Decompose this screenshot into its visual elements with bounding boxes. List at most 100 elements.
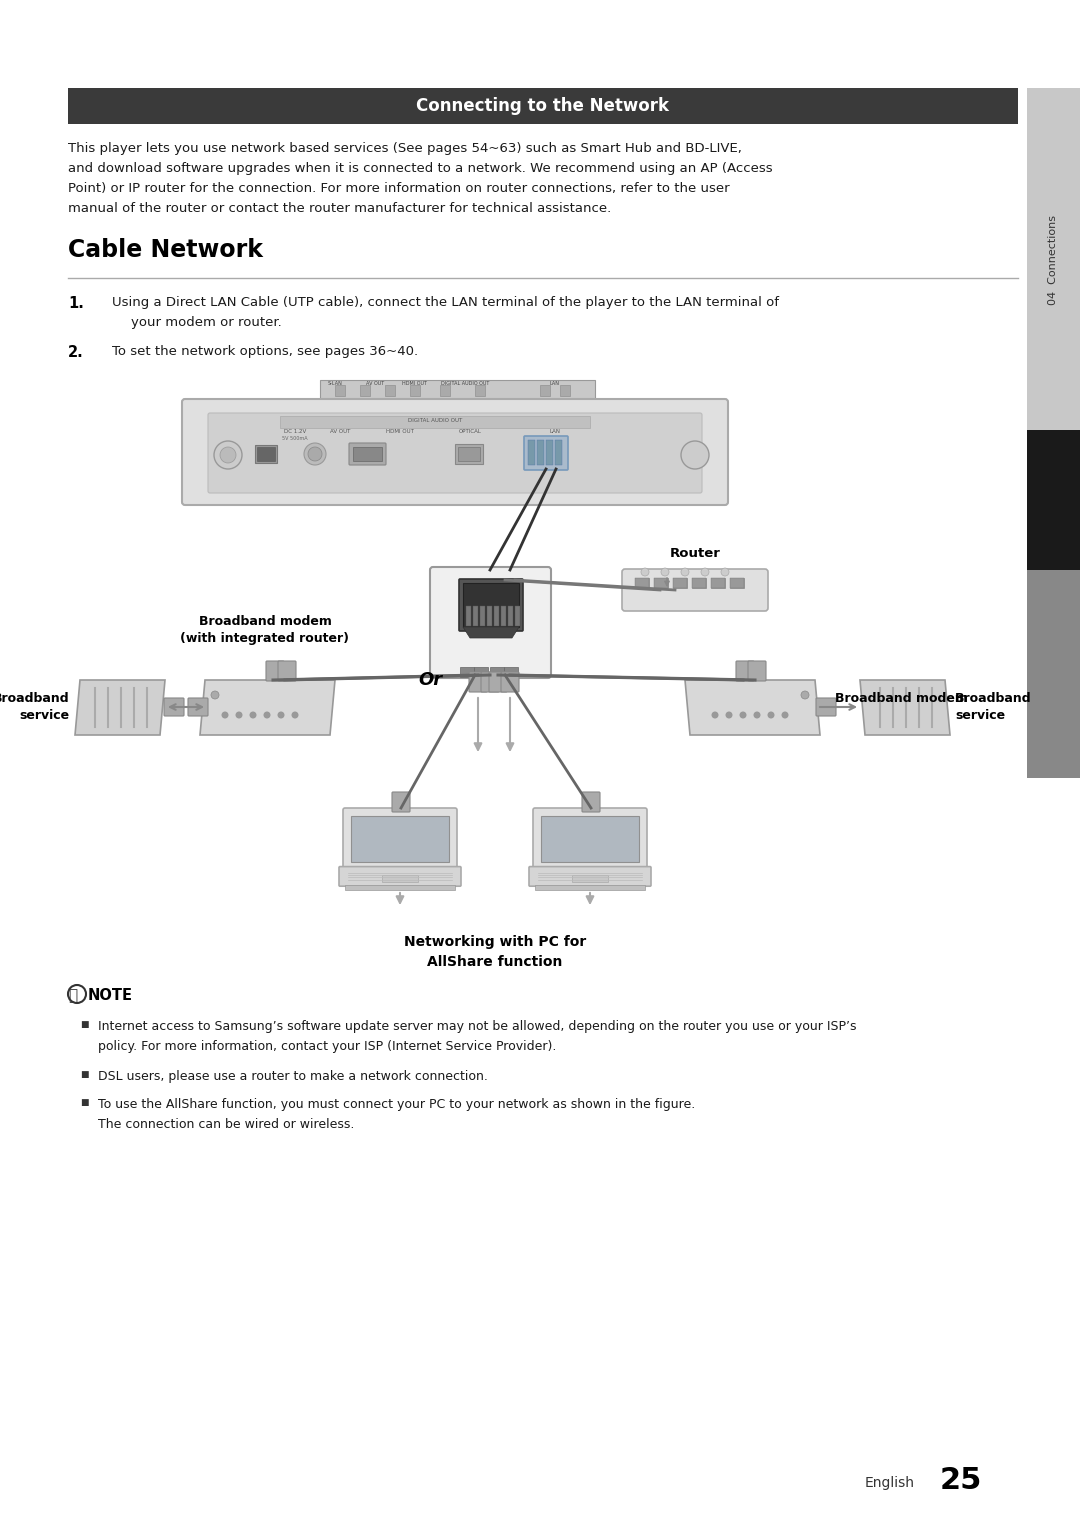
Polygon shape: [860, 680, 950, 735]
FancyBboxPatch shape: [529, 867, 651, 885]
FancyBboxPatch shape: [459, 579, 523, 631]
Circle shape: [801, 691, 809, 699]
Circle shape: [782, 711, 788, 719]
Circle shape: [278, 711, 284, 719]
FancyBboxPatch shape: [654, 578, 669, 588]
FancyBboxPatch shape: [654, 578, 669, 588]
Text: HDMI OUT: HDMI OUT: [403, 381, 428, 386]
Text: To set the network options, see pages 36~40.: To set the network options, see pages 36…: [112, 345, 418, 358]
Text: your modem or router.: your modem or router.: [131, 316, 282, 329]
FancyBboxPatch shape: [481, 673, 499, 692]
Circle shape: [721, 568, 729, 576]
FancyBboxPatch shape: [463, 584, 519, 627]
FancyBboxPatch shape: [541, 817, 639, 861]
Circle shape: [235, 711, 243, 719]
FancyBboxPatch shape: [1027, 570, 1080, 778]
Circle shape: [220, 447, 237, 463]
FancyBboxPatch shape: [501, 607, 507, 627]
Polygon shape: [200, 680, 335, 735]
FancyBboxPatch shape: [278, 660, 296, 682]
Circle shape: [249, 711, 257, 719]
FancyBboxPatch shape: [384, 385, 395, 395]
Circle shape: [264, 711, 270, 719]
Text: LAN: LAN: [550, 429, 561, 434]
FancyBboxPatch shape: [410, 385, 420, 395]
FancyBboxPatch shape: [692, 578, 706, 588]
FancyBboxPatch shape: [351, 817, 449, 861]
Text: HDMI OUT: HDMI OUT: [386, 429, 414, 434]
Text: ■: ■: [80, 1098, 89, 1108]
FancyBboxPatch shape: [1027, 87, 1080, 778]
FancyBboxPatch shape: [335, 385, 345, 395]
FancyBboxPatch shape: [490, 666, 504, 677]
FancyBboxPatch shape: [673, 578, 687, 588]
FancyBboxPatch shape: [208, 414, 702, 493]
Circle shape: [740, 711, 746, 719]
Text: English: English: [865, 1475, 915, 1491]
FancyBboxPatch shape: [164, 699, 184, 715]
Polygon shape: [75, 680, 165, 735]
FancyBboxPatch shape: [534, 807, 647, 870]
Text: ⎘: ⎘: [68, 988, 77, 1003]
Text: S-LAN: S-LAN: [327, 381, 342, 386]
FancyBboxPatch shape: [673, 578, 687, 588]
Circle shape: [681, 441, 708, 469]
Text: 2.: 2.: [68, 345, 84, 360]
FancyBboxPatch shape: [515, 607, 519, 627]
Circle shape: [701, 568, 708, 576]
Text: Cable Network: Cable Network: [68, 237, 264, 262]
Text: ■: ■: [80, 1020, 89, 1030]
Text: 25: 25: [940, 1466, 983, 1495]
FancyBboxPatch shape: [494, 607, 499, 627]
FancyBboxPatch shape: [711, 578, 725, 588]
Text: Broadband
service: Broadband service: [0, 692, 70, 722]
FancyBboxPatch shape: [582, 792, 600, 812]
FancyBboxPatch shape: [572, 875, 608, 882]
FancyBboxPatch shape: [266, 660, 284, 682]
Text: DC 1.2V: DC 1.2V: [284, 429, 306, 434]
FancyBboxPatch shape: [711, 578, 725, 588]
FancyBboxPatch shape: [257, 447, 275, 461]
Circle shape: [303, 443, 326, 466]
FancyBboxPatch shape: [1027, 430, 1080, 570]
FancyBboxPatch shape: [535, 885, 645, 890]
Circle shape: [712, 711, 718, 719]
FancyBboxPatch shape: [501, 673, 519, 692]
FancyBboxPatch shape: [561, 385, 570, 395]
FancyBboxPatch shape: [343, 807, 457, 870]
FancyBboxPatch shape: [280, 417, 590, 427]
Text: LAN: LAN: [550, 381, 561, 386]
FancyBboxPatch shape: [465, 607, 471, 627]
Polygon shape: [463, 627, 519, 637]
FancyBboxPatch shape: [537, 440, 544, 466]
FancyBboxPatch shape: [430, 567, 551, 679]
FancyBboxPatch shape: [68, 87, 1018, 124]
FancyBboxPatch shape: [528, 440, 535, 466]
FancyBboxPatch shape: [320, 380, 595, 401]
Text: Internet access to Samsung’s software update server may not be allowed, dependin: Internet access to Samsung’s software up…: [98, 1020, 856, 1033]
FancyBboxPatch shape: [349, 443, 386, 466]
FancyBboxPatch shape: [458, 447, 480, 461]
Text: This player lets you use network based services (See pages 54~63) such as Smart : This player lets you use network based s…: [68, 142, 742, 155]
Text: Router: Router: [670, 547, 720, 561]
FancyBboxPatch shape: [392, 792, 410, 812]
Text: Broadband modem
(with integrated router): Broadband modem (with integrated router): [180, 614, 350, 645]
FancyBboxPatch shape: [692, 578, 706, 588]
FancyBboxPatch shape: [440, 385, 450, 395]
Text: OPTICAL: OPTICAL: [459, 429, 482, 434]
FancyBboxPatch shape: [360, 385, 370, 395]
Text: 5V 500mA: 5V 500mA: [282, 437, 308, 441]
FancyBboxPatch shape: [489, 673, 507, 692]
FancyBboxPatch shape: [382, 875, 418, 882]
Text: 04  Connections: 04 Connections: [1048, 214, 1058, 305]
Text: manual of the router or contact the router manufacturer for technical assistance: manual of the router or contact the rout…: [68, 202, 611, 214]
FancyBboxPatch shape: [504, 666, 518, 677]
Circle shape: [642, 568, 649, 576]
FancyBboxPatch shape: [635, 578, 649, 588]
Text: Point) or IP router for the connection. For more information on router connectio: Point) or IP router for the connection. …: [68, 182, 730, 195]
Text: To use the AllShare function, you must connect your PC to your network as shown : To use the AllShare function, you must c…: [98, 1098, 696, 1111]
Text: policy. For more information, contact your ISP (Internet Service Provider).: policy. For more information, contact yo…: [98, 1040, 556, 1052]
FancyBboxPatch shape: [546, 440, 553, 466]
FancyBboxPatch shape: [816, 699, 836, 715]
Text: AV OUT: AV OUT: [329, 429, 350, 434]
